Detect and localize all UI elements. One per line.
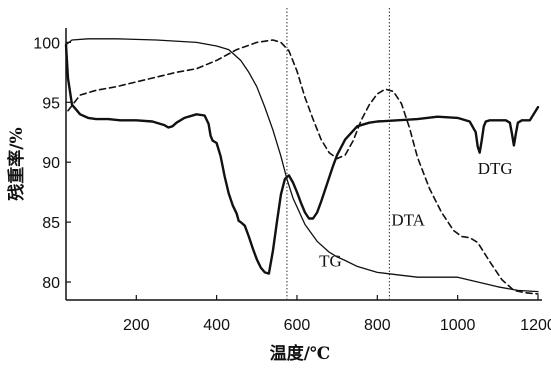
x-axis-ticks: 200 400 600 800 1000 1200 bbox=[123, 295, 551, 334]
x-tick-label: 600 bbox=[284, 317, 311, 334]
y-tick-label: 90 bbox=[42, 155, 60, 172]
y-tick-label: 100 bbox=[33, 35, 60, 52]
x-tick-label: 1000 bbox=[440, 317, 476, 334]
y-tick-label: 85 bbox=[42, 215, 60, 232]
y-axis-ticks: 80 85 90 95 100 bbox=[33, 35, 71, 292]
series-line-tg bbox=[65, 38, 539, 293]
plot-area: 200 400 600 800 1000 1200 80 85 90 95 100 TG DTA DT… bbox=[33, 8, 551, 334]
curve-label-tg: TG bbox=[319, 251, 342, 270]
curve-label-dta: DTA bbox=[391, 211, 425, 230]
series-layer bbox=[64, 38, 540, 295]
curve-labels: TG DTA DTG bbox=[319, 159, 513, 270]
x-tick-label: 800 bbox=[364, 317, 391, 334]
x-tick-label: 200 bbox=[123, 317, 150, 334]
x-tick-label: 1200 bbox=[520, 317, 551, 334]
y-tick-label: 80 bbox=[42, 275, 60, 292]
curve-label-dtg: DTG bbox=[478, 159, 513, 178]
x-axis-title: 温度/℃ bbox=[270, 343, 331, 364]
y-axis-title: 残重率/% bbox=[6, 127, 27, 200]
series-line-dtg bbox=[64, 43, 540, 275]
series-line-dta bbox=[67, 39, 539, 295]
x-tick-label: 400 bbox=[203, 317, 230, 334]
y-tick-label: 95 bbox=[42, 95, 60, 112]
